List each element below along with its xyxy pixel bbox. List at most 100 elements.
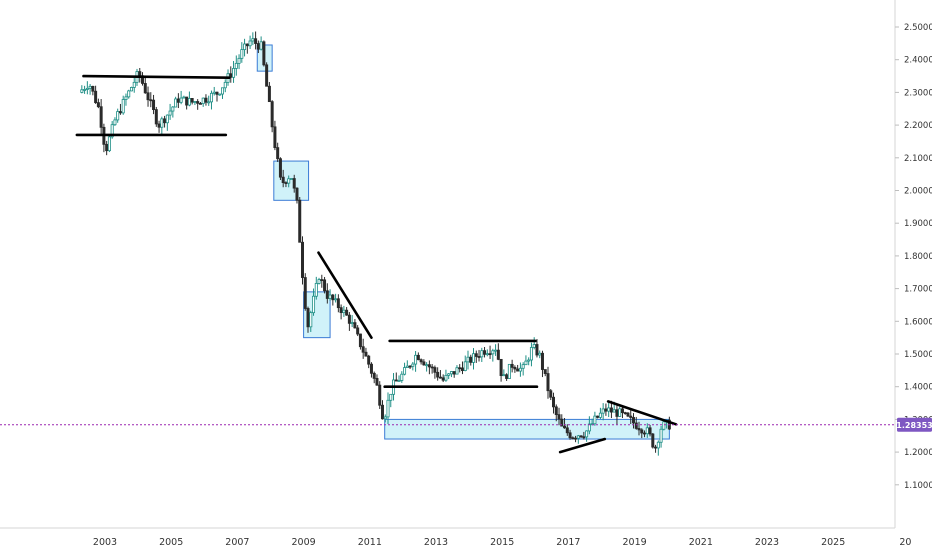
candle-body: [124, 96, 128, 100]
candle-body: [640, 429, 644, 434]
candle-body: [190, 98, 194, 103]
candle-body: [659, 428, 663, 443]
candle-body: [529, 347, 533, 361]
candle-body: [267, 85, 271, 103]
trend-line[interactable]: [558, 437, 607, 454]
candle-body: [331, 294, 335, 301]
x-tick-label: 2013: [424, 537, 448, 548]
candle-body: [571, 437, 575, 440]
candle-body: [491, 350, 495, 355]
candle-body: [416, 354, 420, 361]
candle-body: [356, 327, 360, 335]
candle-body: [477, 356, 481, 358]
candle-body: [557, 414, 561, 420]
candle-body: [209, 92, 213, 103]
candle-body: [645, 427, 649, 435]
candle-body: [325, 290, 329, 299]
x-tick-label: 2009: [292, 537, 316, 548]
candle-body: [265, 64, 269, 87]
candle-body: [223, 81, 227, 89]
candle-body: [182, 96, 186, 99]
candle-body: [215, 91, 219, 95]
candle-body: [174, 98, 178, 108]
candle-body: [276, 147, 280, 160]
candle-body: [405, 365, 409, 368]
candle-body: [565, 427, 569, 434]
highlight-zone[interactable]: [384, 418, 670, 440]
candle-body: [243, 43, 247, 51]
candle-body: [314, 283, 318, 297]
candle-body: [466, 356, 470, 363]
candle-body: [110, 124, 114, 138]
x-tick-label: 2019: [623, 537, 647, 548]
candle-body: [582, 436, 586, 439]
y-tick-label: 2.30000: [904, 88, 932, 98]
candle-body: [129, 87, 133, 92]
candle-body: [403, 367, 407, 375]
candle-body: [656, 441, 660, 449]
candle-body: [278, 158, 282, 178]
candle-body: [232, 68, 236, 78]
candle-body: [549, 390, 553, 398]
trend-line[interactable]: [317, 251, 373, 339]
x-tick-label: 2023: [755, 537, 779, 548]
candle-body: [152, 99, 156, 110]
y-tick-label: 1.10000: [904, 481, 932, 491]
candle-body: [634, 422, 638, 429]
candle-body: [521, 364, 525, 369]
candle-body: [367, 355, 371, 365]
candle-body: [535, 344, 539, 356]
x-axis[interactable]: 2003 2005 2007 2009 2011 2013 2015 2017 2019 2021…: [93, 537, 912, 548]
candle-body: [419, 359, 423, 363]
candle-body: [248, 40, 252, 47]
x-tick-label: 2003: [93, 537, 117, 548]
candle-body: [85, 87, 89, 90]
candle-body: [198, 102, 202, 105]
candle-body: [138, 71, 142, 77]
candle-body: [323, 279, 327, 292]
candle-body: [607, 407, 611, 412]
candle-body: [499, 358, 503, 376]
candle-body: [540, 352, 544, 370]
trend-line[interactable]: [82, 74, 231, 79]
candle-body: [342, 309, 346, 314]
candle-body: [168, 110, 172, 116]
candle-body: [513, 366, 517, 370]
x-tick-label: 20: [899, 537, 911, 548]
x-tick-label: 2007: [225, 537, 249, 548]
candle-body: [369, 363, 373, 374]
candle-body: [204, 97, 208, 103]
candle-body: [587, 423, 591, 432]
candle-body: [574, 437, 578, 440]
candle-body: [281, 176, 285, 183]
candle-body: [554, 406, 558, 416]
candle-body: [560, 418, 564, 427]
candle-body: [149, 99, 153, 102]
candle-body: [237, 57, 241, 64]
y-tick-label: 1.80000: [904, 252, 932, 262]
candle-body: [447, 373, 451, 376]
candle-body: [334, 298, 338, 301]
candle-layer: [80, 31, 671, 456]
candle-body: [463, 361, 467, 371]
candle-body: [546, 373, 550, 392]
candle-body: [347, 314, 351, 324]
candle-body: [615, 409, 619, 417]
candle-body: [538, 352, 542, 356]
candle-body: [358, 333, 362, 348]
trend-line[interactable]: [606, 400, 678, 426]
candle-body: [507, 363, 511, 379]
candle-body: [601, 408, 605, 414]
candle-body: [524, 360, 528, 366]
candle-body: [306, 308, 310, 328]
candle-body: [163, 118, 167, 124]
candle-body: [171, 106, 175, 112]
y-tick-label: 2.00000: [904, 187, 932, 197]
candle-body: [251, 38, 255, 42]
candle-body: [394, 379, 398, 382]
last-price-label: 1.28353: [896, 421, 932, 430]
candle-body: [648, 427, 652, 435]
candle-body: [629, 415, 633, 418]
